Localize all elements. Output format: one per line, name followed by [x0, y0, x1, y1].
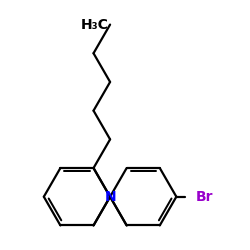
Text: Br: Br: [196, 190, 214, 204]
Text: H₃C: H₃C: [80, 18, 108, 32]
Text: N: N: [104, 190, 116, 204]
